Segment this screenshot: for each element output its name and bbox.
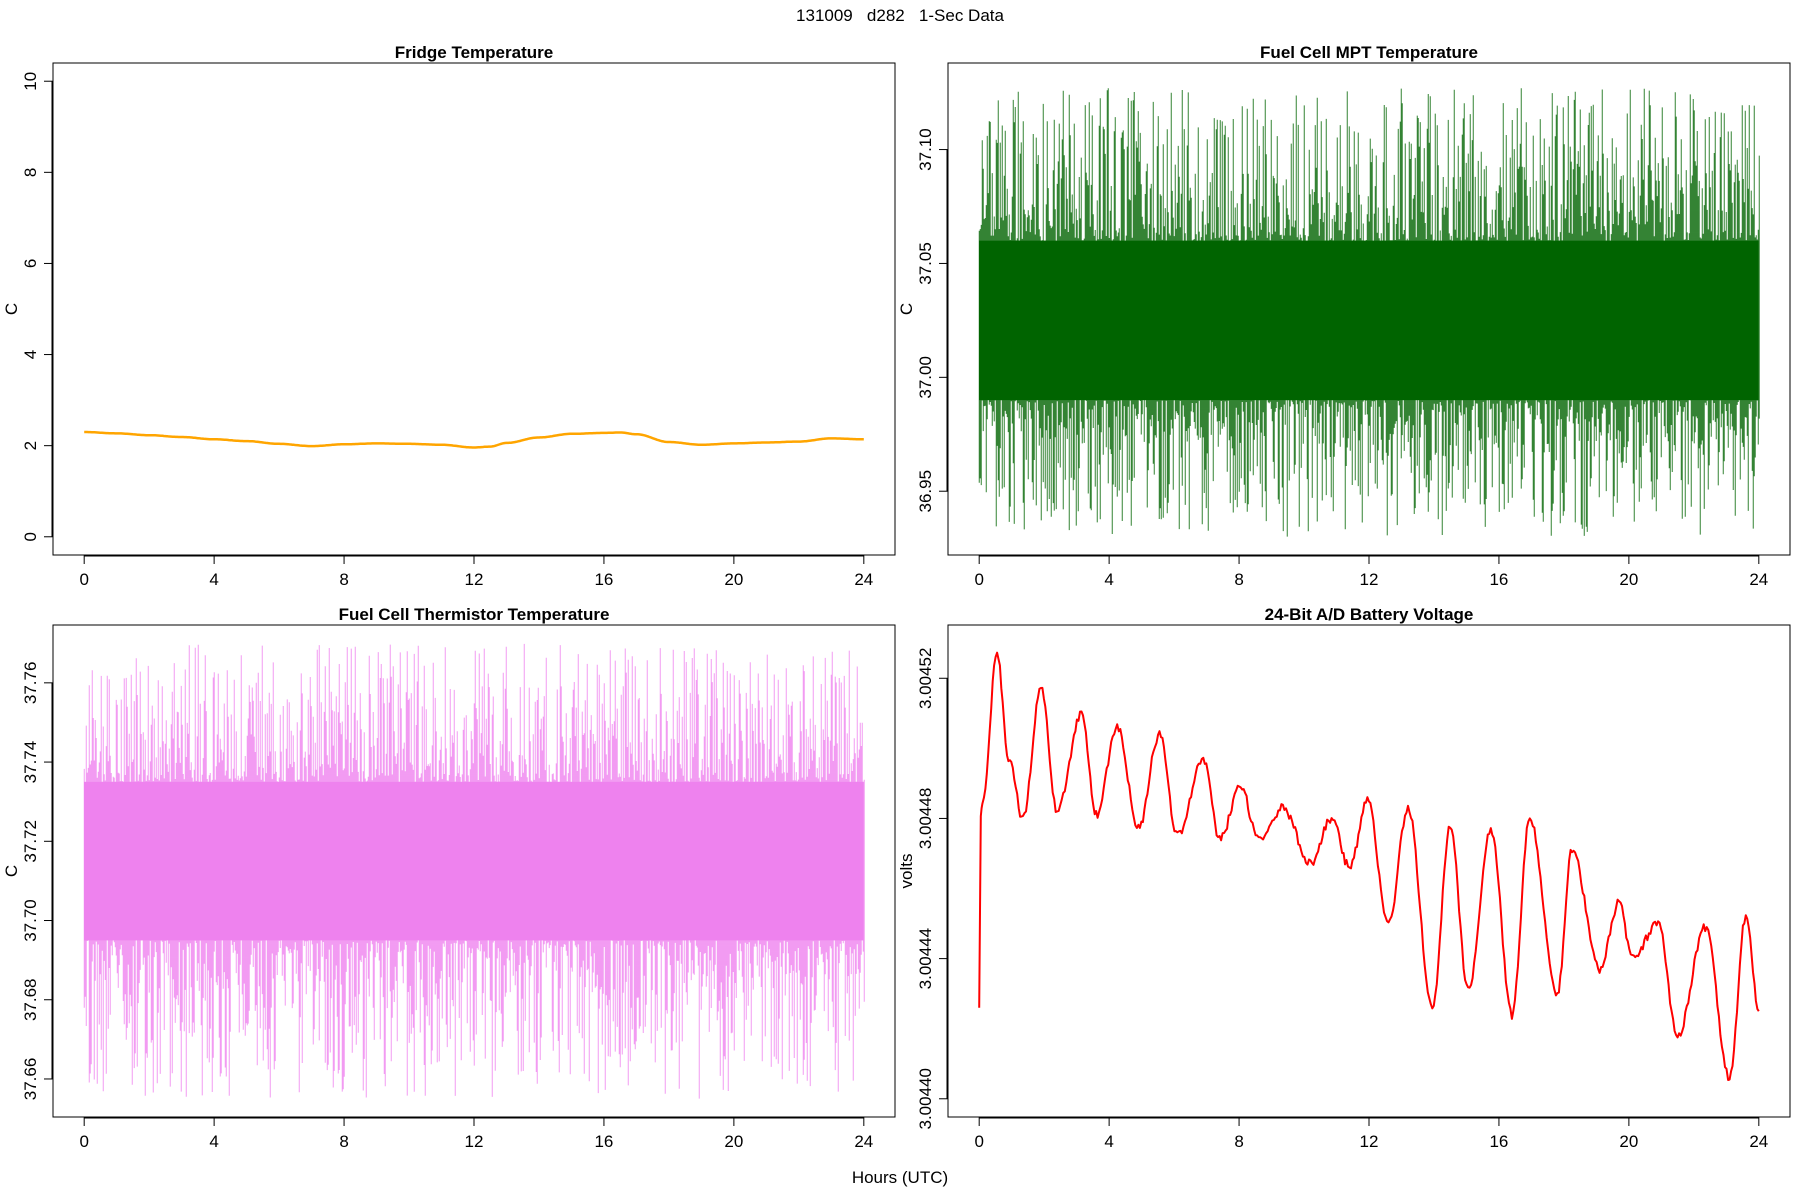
x-tick-label: 24	[854, 570, 873, 589]
x-tick-label: 8	[339, 1132, 348, 1151]
x-tick-label: 8	[1234, 1132, 1243, 1151]
x-tick-label: 8	[339, 570, 348, 589]
x-tick-label: 16	[594, 1132, 613, 1151]
y-tick-label: 37.70	[21, 899, 40, 942]
x-tick-label: 4	[209, 1132, 218, 1151]
y-tick-label: 3.00452	[916, 648, 935, 709]
y-tick-label: 3.00448	[916, 788, 935, 849]
y-tick-label: 37.10	[916, 128, 935, 171]
x-tick-label: 16	[594, 570, 613, 589]
x-tick-label: 20	[724, 570, 743, 589]
y-axis-label: C	[2, 865, 21, 877]
x-tick-label: 12	[465, 570, 484, 589]
x-tick-label: 0	[79, 570, 88, 589]
x-tick-label: 24	[854, 1132, 873, 1151]
data-layer	[978, 88, 1760, 537]
x-tick-label: 12	[1360, 1132, 1379, 1151]
x-tick-label: 24	[1749, 570, 1768, 589]
page-title: 131009 d282 1-Sec Data	[796, 6, 1004, 25]
series-noise	[83, 643, 865, 1099]
x-tick-label: 20	[1619, 1132, 1638, 1151]
y-tick-label: 2	[21, 441, 40, 450]
y-tick-label: 37.00	[916, 356, 935, 399]
x-tick-label: 4	[1104, 570, 1113, 589]
y-tick-label: 0	[21, 532, 40, 541]
y-tick-label: 37.74	[21, 741, 40, 784]
y-tick-label: 8	[21, 168, 40, 177]
y-tick-label: 37.68	[21, 978, 40, 1021]
y-tick-label: 37.05	[916, 242, 935, 285]
x-tick-label: 12	[465, 1132, 484, 1151]
x-tick-label: 20	[724, 1132, 743, 1151]
x-tick-label: 12	[1360, 570, 1379, 589]
y-tick-label: 37.72	[21, 820, 40, 863]
chart-title: Fridge Temperature	[395, 43, 553, 62]
y-tick-label: 37.66	[21, 1058, 40, 1101]
y-tick-label: 4	[21, 350, 40, 359]
data-layer	[84, 430, 864, 449]
chart-title: Fuel Cell MPT Temperature	[1260, 43, 1478, 62]
y-tick-label: 36.95	[916, 470, 935, 513]
x-tick-label: 24	[1749, 1132, 1768, 1151]
series-noise	[978, 88, 1760, 537]
series-line	[978, 651, 1760, 1081]
x-tick-label: 4	[209, 570, 218, 589]
x-tick-label: 0	[974, 570, 983, 589]
x-tick-label: 0	[974, 1132, 983, 1151]
x-tick-label: 16	[1489, 1132, 1508, 1151]
x-tick-label: 8	[1234, 570, 1243, 589]
x-tick-label: 16	[1489, 570, 1508, 589]
y-axis-label: C	[897, 303, 916, 315]
x-tick-label: 20	[1619, 570, 1638, 589]
series-line	[84, 430, 864, 449]
y-tick-label: 3.00444	[916, 928, 935, 989]
y-tick-label: 3.00440	[916, 1068, 935, 1129]
y-axis-label: C	[2, 303, 21, 315]
y-tick-label: 37.76	[21, 662, 40, 705]
chart-title: Fuel Cell Thermistor Temperature	[339, 605, 610, 624]
chart-title: 24-Bit A/D Battery Voltage	[1265, 605, 1474, 624]
y-tick-label: 6	[21, 259, 40, 268]
plot-frame	[947, 624, 1791, 1118]
x-tick-label: 4	[1104, 1132, 1113, 1151]
data-layer	[83, 643, 865, 1099]
x-tick-label: 0	[79, 1132, 88, 1151]
data-layer	[978, 651, 1760, 1081]
y-axis-label: volts	[897, 854, 916, 889]
y-tick-label: 10	[21, 72, 40, 91]
x-axis-title: Hours (UTC)	[851, 1168, 949, 1187]
